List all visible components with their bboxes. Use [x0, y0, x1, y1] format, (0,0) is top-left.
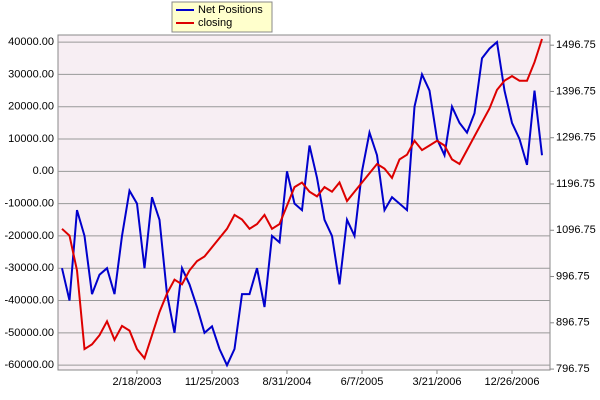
legend-label: closing — [198, 17, 232, 29]
y-tick-label: -20000.00 — [4, 230, 54, 242]
x-tick-label: 8/31/2004 — [263, 376, 312, 388]
y2-tick-label: 1396.75 — [556, 85, 596, 97]
x-tick-label: 11/25/2003 — [185, 376, 239, 388]
y-tick-label: 40000.00 — [8, 36, 54, 48]
legend-label: Net Positions — [198, 4, 263, 16]
y-tick-label: -50000.00 — [4, 327, 54, 339]
series-line — [61, 40, 543, 368]
y2-tick-label: 1196.75 — [556, 178, 595, 190]
x-tick-label: 3/21/2006 — [413, 376, 462, 388]
y-tick-label: -40000.00 — [4, 294, 54, 306]
y-tick-label: -10000.00 — [4, 198, 54, 210]
legend — [171, 1, 273, 33]
y-tick-label: 10000.00 — [8, 133, 54, 145]
y-tick-label: -60000.00 — [4, 359, 54, 371]
x-tick-label: 6/7/2005 — [341, 376, 384, 388]
y-tick-label: 0.00 — [33, 165, 54, 177]
y2-tick-label: 796.75 — [556, 363, 590, 375]
y2-tick-label: 1096.75 — [556, 224, 596, 236]
series-line — [61, 38, 543, 361]
y2-tick-label: 1296.75 — [556, 132, 596, 144]
y-tick-label: 30000.00 — [8, 68, 54, 80]
y-tick-label: 20000.00 — [8, 101, 54, 113]
x-tick-label: 12/26/2006 — [484, 376, 539, 388]
y-tick-label: -30000.00 — [4, 262, 54, 274]
plot-area — [57, 34, 551, 371]
y2-tick-label: 1496.75 — [556, 39, 596, 51]
y2-tick-label: 896.75 — [556, 317, 590, 329]
y2-tick-label: 996.75 — [556, 270, 590, 282]
x-tick-label: 2/18/2003 — [113, 376, 162, 388]
